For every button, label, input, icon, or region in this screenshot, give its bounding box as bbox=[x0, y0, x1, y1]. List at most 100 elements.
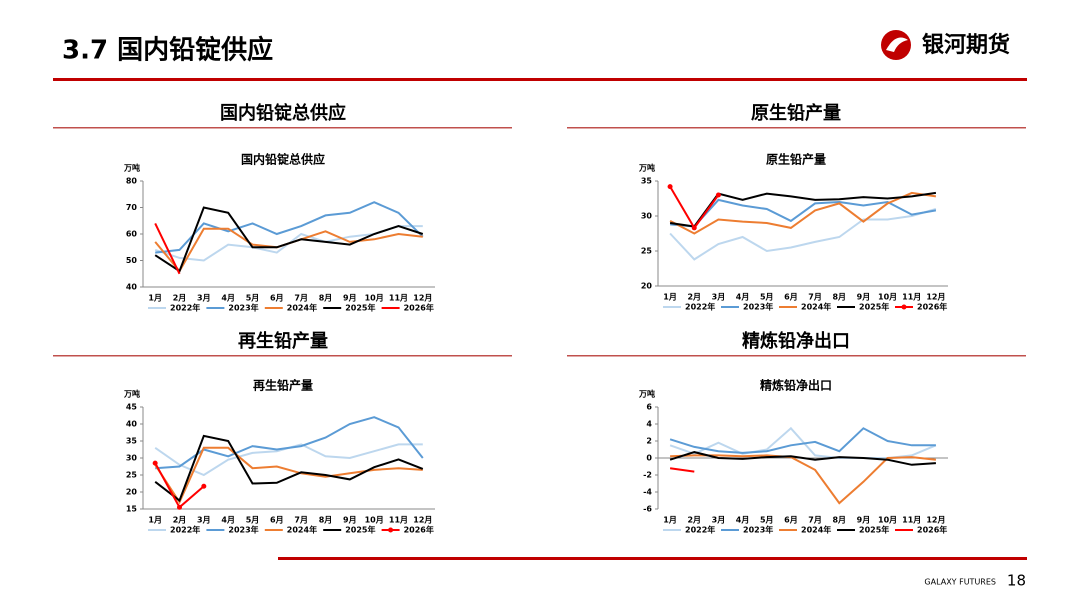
x-tick-label: 9月 bbox=[857, 293, 871, 302]
x-tick-label: 6月 bbox=[784, 516, 798, 525]
y-axis-label: 万吨 bbox=[638, 389, 655, 399]
x-tick-label: 11月 bbox=[389, 294, 408, 303]
x-tick-label: 10月 bbox=[365, 516, 384, 525]
x-tick-label: 10月 bbox=[365, 294, 384, 303]
legend-label: 2023年 bbox=[743, 525, 773, 535]
x-tick-label: 9月 bbox=[343, 516, 357, 525]
x-tick-label: 6月 bbox=[784, 293, 798, 302]
series-line bbox=[155, 201, 424, 254]
y-tick-label: 35 bbox=[641, 177, 653, 186]
legend-label: 2024年 bbox=[287, 303, 317, 313]
y-tick-label: -2 bbox=[643, 471, 652, 480]
chart-title: 再生铅产量 bbox=[253, 378, 313, 393]
x-tick-label: 8月 bbox=[832, 293, 846, 302]
x-tick-label: 12月 bbox=[413, 516, 432, 525]
x-tick-label: 5月 bbox=[760, 516, 774, 525]
slide-title: 3.7 国内铅锭供应 bbox=[62, 35, 273, 66]
y-tick-label: 4 bbox=[646, 420, 652, 429]
x-tick-label: 9月 bbox=[343, 294, 357, 303]
legend-label: 2022年 bbox=[685, 525, 715, 535]
x-tick-label: 12月 bbox=[926, 293, 945, 302]
x-tick-label: 2月 bbox=[173, 294, 187, 303]
legend-label: 2025年 bbox=[345, 525, 375, 535]
x-tick-label: 6月 bbox=[270, 294, 284, 303]
x-tick-label: 4月 bbox=[221, 516, 235, 525]
x-tick-label: 1月 bbox=[663, 293, 677, 302]
series-line bbox=[669, 451, 936, 466]
y-tick-label: 50 bbox=[126, 256, 138, 265]
section-rule bbox=[53, 127, 512, 129]
y-tick-label: -4 bbox=[643, 488, 652, 497]
series-line bbox=[670, 454, 937, 505]
section-rule bbox=[567, 127, 1026, 129]
x-tick-label: 7月 bbox=[294, 294, 308, 303]
legend-label: 2022年 bbox=[170, 303, 200, 313]
logo-swirl bbox=[886, 37, 908, 52]
x-tick-label: 8月 bbox=[319, 294, 333, 303]
series-line bbox=[669, 467, 695, 473]
series-line bbox=[154, 446, 423, 505]
x-tick-label: 10月 bbox=[878, 516, 897, 525]
y-tick-label: 25 bbox=[641, 247, 653, 256]
legend-label: 2022年 bbox=[685, 302, 715, 312]
x-tick-label: 3月 bbox=[712, 293, 726, 302]
section-title: 精炼铅净出口 bbox=[742, 330, 850, 352]
x-tick-label: 1月 bbox=[148, 294, 162, 303]
y-axis-label: 万吨 bbox=[123, 389, 140, 399]
x-tick-label: 8月 bbox=[832, 516, 846, 525]
x-tick-label: 11月 bbox=[902, 293, 921, 302]
x-tick-label: 11月 bbox=[389, 516, 408, 525]
x-tick-label: 4月 bbox=[736, 516, 750, 525]
legend-label: 2026年 bbox=[917, 525, 947, 535]
y-tick-label: 45 bbox=[126, 403, 138, 412]
y-tick-label: 2 bbox=[646, 437, 652, 446]
x-tick-label: 5月 bbox=[760, 293, 774, 302]
x-tick-label: 10月 bbox=[878, 293, 897, 302]
section-rule bbox=[53, 355, 512, 357]
chart-title: 国内铅锭总供应 bbox=[241, 152, 325, 167]
series-line bbox=[154, 227, 423, 273]
footer-brand: GALAXY FUTURES bbox=[924, 578, 996, 587]
series-line bbox=[669, 191, 937, 235]
series-line bbox=[154, 434, 424, 503]
y-tick-label: 40 bbox=[126, 420, 138, 429]
legend-label: 2024年 bbox=[287, 525, 317, 535]
y-tick-label: 30 bbox=[641, 212, 653, 221]
series-line bbox=[154, 222, 181, 275]
y-tick-label: 25 bbox=[126, 471, 138, 480]
point-marker bbox=[177, 504, 182, 510]
x-tick-label: 4月 bbox=[221, 294, 235, 303]
legend-marker bbox=[388, 527, 394, 533]
legend-label: 2023年 bbox=[743, 302, 773, 312]
point-marker bbox=[152, 460, 158, 466]
legend-label: 2026年 bbox=[917, 302, 947, 312]
x-tick-label: 2月 bbox=[173, 516, 187, 525]
series-line bbox=[154, 206, 424, 273]
header-rule bbox=[53, 78, 1027, 81]
legend-label: 2024年 bbox=[801, 525, 831, 535]
page-number: 18 bbox=[1007, 572, 1026, 590]
legend-label: 2025年 bbox=[859, 525, 889, 535]
y-tick-label: 80 bbox=[126, 177, 138, 186]
series-line bbox=[669, 208, 937, 261]
x-tick-label: 8月 bbox=[319, 516, 333, 525]
x-tick-label: 4月 bbox=[736, 293, 750, 302]
chart-title: 精炼铅净出口 bbox=[760, 378, 832, 393]
x-tick-label: 2月 bbox=[687, 293, 701, 302]
y-tick-label: 30 bbox=[126, 454, 138, 463]
x-tick-label: 3月 bbox=[712, 516, 726, 525]
x-tick-label: 6月 bbox=[270, 516, 284, 525]
legend-label: 2026年 bbox=[404, 303, 434, 313]
point-marker bbox=[715, 192, 721, 198]
x-tick-label: 11月 bbox=[902, 516, 921, 525]
x-tick-label: 3月 bbox=[197, 516, 211, 525]
x-tick-label: 3月 bbox=[197, 294, 211, 303]
section-title: 原生铅产量 bbox=[751, 102, 841, 124]
legend-label: 2025年 bbox=[859, 302, 889, 312]
x-tick-label: 7月 bbox=[808, 516, 822, 525]
x-tick-label: 9月 bbox=[857, 516, 871, 525]
logo-text: 银河期货 bbox=[922, 32, 1010, 58]
x-tick-label: 7月 bbox=[808, 293, 822, 302]
legend-label: 2023年 bbox=[228, 525, 258, 535]
